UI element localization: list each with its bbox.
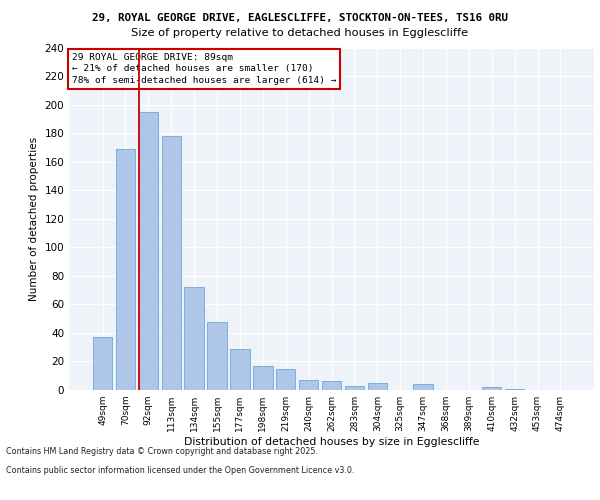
Bar: [253, 366, 272, 390]
Bar: [139, 112, 158, 390]
Bar: [208, 322, 227, 390]
Bar: [413, 384, 433, 390]
Text: Contains HM Land Registry data © Crown copyright and database right 2025.: Contains HM Land Registry data © Crown c…: [6, 448, 318, 456]
Y-axis label: Number of detached properties: Number of detached properties: [29, 136, 39, 301]
Text: 29 ROYAL GEORGE DRIVE: 89sqm
← 21% of detached houses are smaller (170)
78% of s: 29 ROYAL GEORGE DRIVE: 89sqm ← 21% of de…: [71, 52, 336, 85]
X-axis label: Distribution of detached houses by size in Egglescliffe: Distribution of detached houses by size …: [184, 437, 479, 447]
Text: Size of property relative to detached houses in Egglescliffe: Size of property relative to detached ho…: [131, 28, 469, 38]
Bar: [230, 348, 250, 390]
Bar: [368, 383, 387, 390]
Bar: [116, 149, 135, 390]
Bar: [344, 386, 364, 390]
Bar: [184, 287, 204, 390]
Text: Contains public sector information licensed under the Open Government Licence v3: Contains public sector information licen…: [6, 466, 355, 475]
Bar: [299, 380, 319, 390]
Bar: [161, 136, 181, 390]
Bar: [276, 368, 295, 390]
Bar: [505, 388, 524, 390]
Bar: [322, 382, 341, 390]
Bar: [93, 337, 112, 390]
Bar: [482, 387, 502, 390]
Text: 29, ROYAL GEORGE DRIVE, EAGLESCLIFFE, STOCKTON-ON-TEES, TS16 0RU: 29, ROYAL GEORGE DRIVE, EAGLESCLIFFE, ST…: [92, 12, 508, 22]
